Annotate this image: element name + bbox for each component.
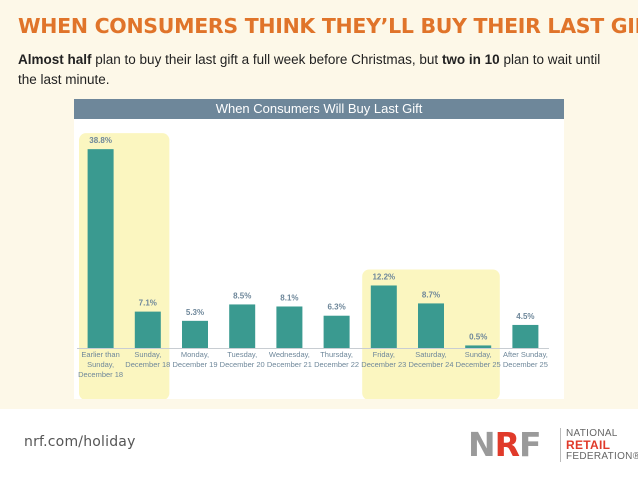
- subtitle-text-2: plan to wait until the last minute.: [18, 52, 601, 87]
- value-label-0: 38.8%: [89, 136, 112, 145]
- category-label-4-line-1: December 21: [267, 360, 312, 369]
- category-label-3: Tuesday, December 20: [220, 350, 265, 369]
- category-label-6-line-1: December 23: [361, 360, 406, 369]
- logo-divider: [560, 428, 561, 462]
- category-label-2-line-1: December 19: [172, 360, 217, 369]
- category-label-2-line-0: Monday,: [181, 350, 209, 359]
- value-label-5: 6.3%: [327, 303, 345, 312]
- category-label-0: Earlier than Sunday, December 18: [78, 350, 123, 379]
- bar-0: [87, 149, 114, 348]
- subtitle-emphasis-1: Almost half: [18, 52, 92, 67]
- category-label-1-line-0: Sunday,: [134, 350, 161, 359]
- value-label-1: 7.1%: [139, 299, 157, 308]
- bar-5: [323, 315, 350, 348]
- category-label-0-line-1: Sunday,: [87, 360, 114, 369]
- subtitle: Almost half plan to buy their last gift …: [18, 50, 618, 90]
- category-label-9-line-0: After Sunday,: [503, 350, 548, 359]
- logo-line-federation-text: FEDERATION: [566, 451, 633, 462]
- category-label-8-line-1: December 25: [456, 360, 501, 369]
- category-label-8: Sunday, December 25: [456, 350, 501, 369]
- subtitle-emphasis-2: two in 10: [441, 52, 500, 67]
- category-label-2: Monday, December 19: [172, 350, 217, 369]
- category-label-5-line-0: Thursday,: [320, 350, 353, 359]
- category-label-0-line-2: December 18: [78, 370, 123, 379]
- logo-wordmark: NATIONAL RETAIL FEDERATION®: [566, 428, 638, 463]
- logo-registered-mark: ®: [632, 451, 638, 462]
- logo-line-federation: FEDERATION®: [566, 451, 638, 463]
- value-label-6: 12.2%: [372, 272, 395, 281]
- category-label-6: Friday, December 23: [361, 350, 406, 369]
- value-label-3: 8.5%: [233, 291, 251, 300]
- footer-url[interactable]: nrf.com/holiday: [24, 434, 136, 450]
- category-label-1-line-1: December 18: [125, 360, 170, 369]
- nrf-logo: NRF NATIONAL RETAIL FEDERATION®: [468, 425, 638, 466]
- value-label-7: 8.7%: [422, 290, 440, 299]
- category-label-7-line-1: December 24: [408, 360, 453, 369]
- bar-3: [229, 304, 256, 348]
- category-label-3-line-1: December 20: [220, 360, 265, 369]
- headline: WHEN CONSUMERS THINK THEY’LL BUY THEIR L…: [18, 14, 638, 38]
- bar-8: [465, 345, 492, 348]
- chart-title: When Consumers Will Buy Last Gift: [215, 101, 423, 116]
- chart-title-bar: When Consumers Will Buy Last Gift: [74, 99, 564, 119]
- logo-letter-f: F: [519, 425, 542, 464]
- category-label-7: Saturday, December 24: [408, 350, 453, 369]
- value-label-2: 5.3%: [186, 308, 204, 317]
- footer: nrf.com/holiday NRF NATIONAL RETAIL FEDE…: [0, 409, 638, 479]
- category-label-4: Wednesday, December 21: [267, 350, 312, 369]
- value-label-9: 4.5%: [516, 312, 534, 321]
- value-label-8: 0.5%: [469, 332, 487, 341]
- category-label-4-line-0: Wednesday,: [269, 350, 310, 359]
- category-label-7-line-0: Saturday,: [415, 350, 447, 359]
- category-label-9-line-1: December 25: [503, 360, 548, 369]
- category-label-0-line-0: Earlier than: [81, 350, 119, 359]
- bar-2: [182, 320, 208, 348]
- category-label-5-line-1: December 22: [314, 360, 359, 369]
- logo-letter-r: R: [494, 425, 520, 464]
- value-label-4: 8.1%: [280, 293, 298, 302]
- category-label-5: Thursday, December 22: [314, 350, 359, 369]
- logo-line-retail: RETAIL: [566, 437, 611, 452]
- nrf-logo-letters: NRF: [468, 425, 542, 464]
- category-label-3-line-0: Tuesday,: [227, 350, 257, 359]
- bar-9: [512, 324, 539, 348]
- logo-line-national: NATIONAL: [566, 428, 618, 439]
- logo-letter-n: N: [468, 425, 496, 464]
- bar-chart: 38.8%Earlier than Sunday, December 187.1%S…: [77, 133, 549, 399]
- bar-4: [276, 306, 303, 348]
- category-label-1: Sunday, December 18: [125, 350, 170, 369]
- category-label-9: After Sunday, December 25: [503, 350, 548, 369]
- bar-1: [134, 311, 161, 348]
- bar-6: [370, 285, 397, 348]
- category-label-8-line-0: Sunday,: [465, 350, 492, 359]
- bar-7: [418, 303, 444, 348]
- category-label-6-line-0: Friday,: [373, 350, 395, 359]
- chart-panel: When Consumers Will Buy Last Gift 38.8% E…: [74, 99, 564, 399]
- subtitle-text-1: plan to buy their last gift a full week …: [91, 52, 442, 67]
